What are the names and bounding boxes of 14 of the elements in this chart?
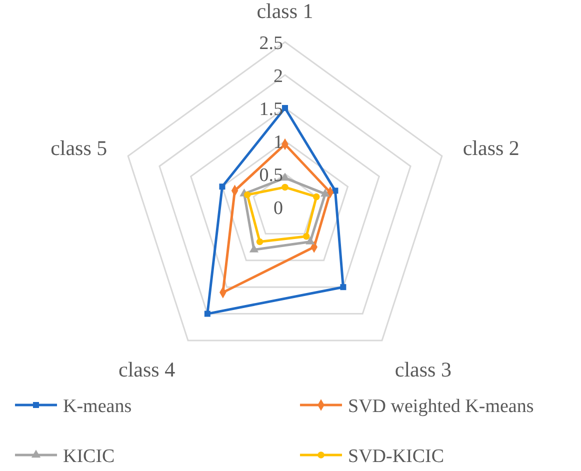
- spoke-label: class 1: [256, 0, 314, 23]
- spoke-label: class 3: [394, 357, 452, 382]
- y-tick-label: 2: [274, 66, 283, 87]
- legend-label: KICIC: [63, 446, 115, 467]
- y-tick-label: 1: [274, 132, 283, 153]
- legend-label: K-means: [63, 396, 132, 417]
- spoke-label: class 4: [118, 357, 176, 382]
- spoke-label: class 2: [462, 136, 520, 160]
- spoke-label: class 5: [50, 136, 108, 160]
- y-tick-label: 2.5: [259, 33, 283, 54]
- legend-label: SVD weighted K-means: [348, 396, 534, 417]
- y-tick-label: 0: [274, 198, 283, 219]
- y-tick-label: 0.5: [259, 165, 283, 186]
- legend-label: SVD-KICIC: [348, 446, 444, 467]
